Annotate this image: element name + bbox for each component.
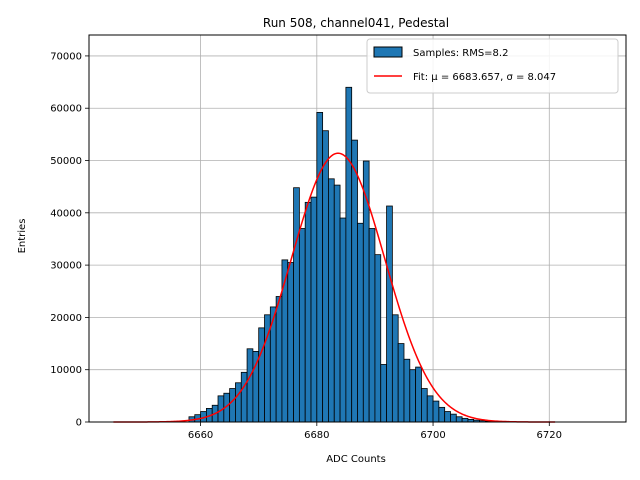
histogram-bar [426,395,434,423]
histogram-bar [258,327,265,423]
histogram-bar [345,86,353,423]
histogram-bar [455,416,463,423]
x-tick-label: 6680 [304,430,329,441]
histogram-bar [362,160,370,423]
histogram-bar [275,296,283,423]
x-axis-ticks: 6660 6680 6700 6720 [188,422,562,441]
histogram-bar [240,371,248,423]
histogram-bar [391,314,399,423]
x-axis-label: ADC Counts [326,454,386,465]
fit-curve-layer [113,152,556,423]
y-tick-label: 10000 [50,365,82,376]
y-tick-label: 70000 [50,51,82,62]
y-tick-label: 0 [76,418,82,429]
x-tick-label: 6700 [420,430,445,441]
histogram-bar [357,222,364,423]
y-tick-label: 40000 [50,208,82,219]
histogram-bar [351,139,358,423]
histogram-bar [409,369,417,423]
y-tick-label: 50000 [50,156,82,167]
histogram-bar [380,364,387,423]
histogram-bar [374,254,382,423]
fit-curve [113,152,556,423]
histogram-bar [438,406,446,423]
histogram-bar [333,184,341,423]
histogram-bar [246,348,254,423]
histogram-bar [298,228,306,423]
histogram-bar [415,366,422,423]
histogram-bar [421,388,428,423]
y-axis-label: Entries [17,219,28,254]
histogram-bar [403,358,411,423]
histogram-bar [339,217,347,423]
x-tick-label: 6660 [188,430,213,441]
histogram-bar [287,262,294,423]
histogram-bar [432,400,440,423]
plot-frame [88,34,627,423]
histogram-bar [293,187,300,423]
histogram-bar [235,382,242,423]
y-axis-ticks: 0 10000 20000 30000 40000 50000 60000 70000 [50,51,89,429]
y-tick-label: 20000 [50,313,82,324]
histogram-bar [461,417,469,423]
histogram-bar [328,178,335,423]
legend-swatch-samples [373,46,403,58]
histogram-bar [450,413,457,423]
histogram-bar [304,201,312,423]
legend-label-samples: Samples: RMS=8.2 [413,48,508,59]
histogram-bar [444,411,451,423]
chart-title: Run 508, channel041, Pedestal [263,16,449,30]
histogram-bar [281,259,289,423]
histogram-bar [310,196,318,423]
legend-label-fit: Fit: μ = 6683.657, σ = 8.047 [413,72,556,83]
histogram-bar [397,343,405,423]
y-tick-label: 30000 [50,261,82,272]
histogram-bar [386,205,393,423]
histogram-bars [188,86,510,423]
legend: Samples: RMS=8.2 Fit: μ = 6683.657, σ = … [366,38,619,94]
histogram-bar [368,228,376,423]
histogram-bar [229,388,236,423]
histogram-bar [316,112,324,423]
x-tick-label: 6720 [537,430,562,441]
histogram-bar [322,130,329,423]
y-tick-label: 60000 [50,104,82,115]
legend-box [366,38,619,94]
